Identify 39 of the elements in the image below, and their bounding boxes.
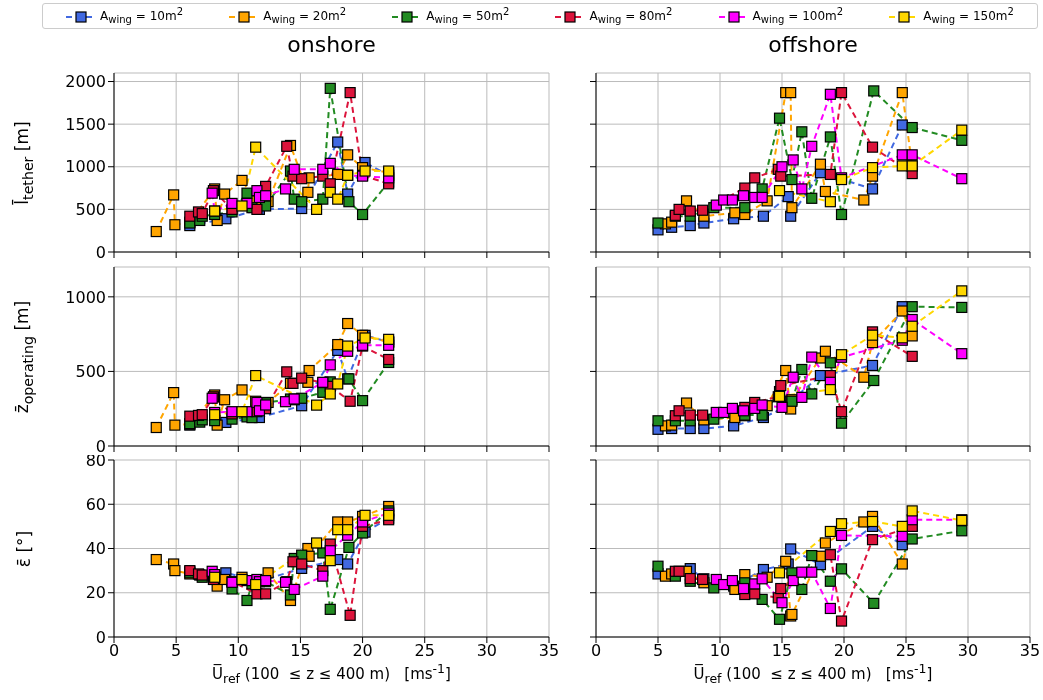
x-tick-label: 10: [709, 641, 731, 661]
x-tick-label: 30: [957, 641, 979, 661]
x-tick-label: 15: [290, 641, 311, 661]
y-axis-title: ε̄ [°]: [14, 530, 34, 567]
x-tick-label: 10: [228, 641, 249, 661]
x-axis-title: U̅$_{ref}$ (100 ≤ z ≤ 400 m) [ms$^{-1}$]: [211, 661, 452, 686]
y-tick-label: 60: [85, 494, 106, 514]
x-tick-label: 30: [476, 641, 498, 661]
y-tick-label: 500: [75, 200, 106, 220]
x-tick-label: 20: [352, 641, 373, 661]
legend-label: A$_{wing}$ = 150m$^{2}$: [923, 6, 1014, 26]
x-tick-label: 5: [171, 641, 182, 661]
y-tick-label: 2000: [65, 72, 106, 92]
legend-label: A$_{wing}$ = 50m$^{2}$: [426, 6, 510, 26]
y-tick-label: 20: [85, 583, 106, 603]
x-tick-label: 5: [652, 641, 664, 661]
x-tick-label: 0: [590, 641, 602, 661]
chart-title: offshore: [767, 32, 859, 57]
y-tick-label: 500: [75, 362, 106, 382]
y-tick-label: 1500: [65, 114, 106, 134]
y-tick-label: 40: [85, 539, 106, 559]
x-tick-label: 35: [538, 641, 560, 661]
y-tick-label: 0: [95, 436, 106, 456]
x-tick-label: 25: [895, 641, 917, 661]
x-tick-label: 25: [414, 641, 435, 661]
legend-label: A$_{wing}$ = 100m$^{2}$: [752, 6, 844, 26]
y-tick-label: 0: [95, 242, 106, 262]
y-tick-label: 1000: [65, 287, 106, 307]
x-tick-label: 20: [833, 641, 855, 661]
legend-label: A$_{wing}$ = 80m$^{2}$: [589, 6, 673, 26]
x-tick-label: 0: [108, 641, 120, 661]
chart-title: onshore: [286, 32, 377, 57]
x-tick-label: 15: [771, 641, 793, 661]
x-axis-title: U̅$_{ref}$ (100 ≤ z ≤ 400 m) [ms$^{-1}$]: [692, 661, 934, 686]
y-tick-label: 0: [95, 627, 106, 647]
y-tick-label: 1000: [65, 157, 106, 177]
legend-label: A$_{wing}$ = 20m$^{2}$: [263, 6, 347, 26]
legend-label: A$_{wing}$ = 10m$^{2}$: [100, 6, 184, 26]
x-tick-label: 35: [1019, 641, 1041, 661]
